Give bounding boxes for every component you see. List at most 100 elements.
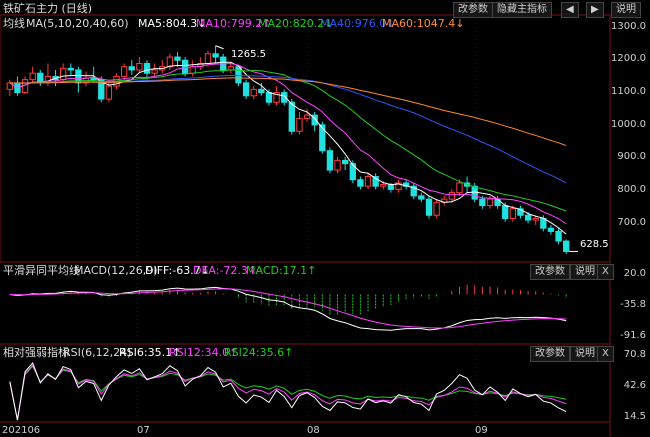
ma-title: 均线 <box>3 17 25 30</box>
x-axis-label: 07 <box>137 425 150 436</box>
rsi-title: 相对强弱指标 <box>3 346 69 359</box>
help-button[interactable]: 说明 <box>611 2 641 18</box>
ma-ytick: 800.0 <box>617 184 646 195</box>
candle-body <box>143 63 151 74</box>
candle-body <box>532 217 539 221</box>
candle-body <box>517 208 524 216</box>
candle-body <box>288 101 295 132</box>
ma-ytick: 1100.0 <box>611 86 646 97</box>
ma10-line <box>9 63 567 225</box>
high-marker-line <box>215 45 224 50</box>
candle-body <box>265 92 273 103</box>
rsi-params-button[interactable]: 改参数 <box>530 346 570 362</box>
candle-body <box>364 176 372 187</box>
ma40-value: MA40:976.0↓ <box>320 17 396 30</box>
ma10-value: MA10:799.2↑ <box>196 17 272 30</box>
candle-body <box>540 217 547 229</box>
candle-body <box>128 66 135 71</box>
candle-body <box>357 179 364 187</box>
candle-body <box>341 159 349 165</box>
candle-body <box>250 88 257 97</box>
candle-body <box>380 184 387 187</box>
dea-line <box>9 288 567 329</box>
macd-params-button[interactable]: 改参数 <box>530 264 570 280</box>
candle-body <box>479 198 486 207</box>
rsi24-line <box>9 365 567 421</box>
candle-body <box>334 159 341 171</box>
candle-body <box>524 214 532 221</box>
macd-ytick: 20.0 <box>623 268 646 279</box>
ma60-value: MA60:1047.4↓ <box>382 17 465 30</box>
candle-body <box>547 227 555 232</box>
candle-body <box>273 92 280 103</box>
rsi24-value: RSI24:35.6↑ <box>224 346 294 359</box>
ma-ytick: 900.0 <box>617 151 646 162</box>
macd-dea-value: DEA:-72.3↑ <box>193 264 258 277</box>
price-panel-frame <box>0 14 611 263</box>
candle-body <box>120 66 128 77</box>
candle-body <box>296 117 303 132</box>
high-marker: 1265.5 <box>231 49 266 60</box>
candle-body <box>410 185 417 197</box>
candle-body <box>281 92 288 103</box>
x-axis-label: 09 <box>475 425 488 436</box>
rsi6-line <box>9 361 567 421</box>
rsi-close-button[interactable]: X <box>597 346 614 362</box>
candle-body <box>303 114 311 119</box>
ma5-value: MA5:804.3↓ <box>138 17 207 30</box>
ma20-line <box>9 69 567 212</box>
hide-main-indicator-button[interactable]: 隐藏主指标 <box>492 2 552 18</box>
diff-line <box>9 286 567 331</box>
macd-close-button[interactable]: X <box>597 264 614 280</box>
candle-body <box>75 69 82 84</box>
candle-body <box>326 150 334 171</box>
prev-button[interactable]: ◀ <box>561 2 579 18</box>
macd-help-button[interactable]: 说明 <box>570 264 600 280</box>
candle-body <box>235 66 242 84</box>
macd-ytick: -91.6 <box>620 330 646 341</box>
candle-body <box>486 198 494 207</box>
candle-body <box>90 77 97 81</box>
candle-body <box>212 53 219 58</box>
rsi-ytick: 70.8 <box>623 349 646 360</box>
candle-body <box>319 124 326 152</box>
candle-body <box>105 85 113 100</box>
rsi6-value: RSI6:35.1↑ <box>119 346 182 359</box>
x-axis-label: 202106 <box>2 425 41 436</box>
rsi12-line <box>9 364 567 421</box>
ma-ytick: 1000.0 <box>611 119 646 130</box>
ma20-value: MA20:820.2↓ <box>258 17 334 30</box>
rsi-ytick: 14.5 <box>623 411 646 422</box>
candle-body <box>372 176 379 187</box>
change-params-button[interactable]: 改参数 <box>453 2 493 18</box>
ma-ytick: 700.0 <box>617 217 646 228</box>
candle-body <box>29 72 36 81</box>
macd-macd-value: MACD:17.1↑ <box>246 264 317 277</box>
candle-body <box>59 67 67 81</box>
candle-body <box>563 240 570 252</box>
ma-params: MA(5,10,20,40,60) <box>26 17 129 30</box>
candle-body <box>502 205 509 219</box>
candle-body <box>136 63 143 71</box>
ma40-line <box>9 74 567 184</box>
candle-body <box>258 88 265 94</box>
candle-body <box>418 195 425 200</box>
rsi-help-button[interactable]: 说明 <box>570 346 600 362</box>
candle-body <box>387 184 395 190</box>
candle-body <box>456 182 463 194</box>
macd-ytick: -35.8 <box>620 299 646 310</box>
candle-body <box>181 59 189 74</box>
next-button[interactable]: ▶ <box>586 2 604 18</box>
candle-body <box>425 198 433 216</box>
candle-body <box>509 208 517 219</box>
last-price-marker: 628.5 <box>580 239 609 250</box>
candle-body <box>448 192 456 200</box>
candle-body <box>311 114 318 126</box>
candle-body <box>395 182 402 190</box>
candle-body <box>349 163 356 181</box>
rsi12-value: RSI12:34.0↑ <box>169 346 239 359</box>
candle-body <box>204 53 212 65</box>
macd-title: 平滑异同平均线 <box>3 264 80 277</box>
candle-body <box>151 69 158 74</box>
